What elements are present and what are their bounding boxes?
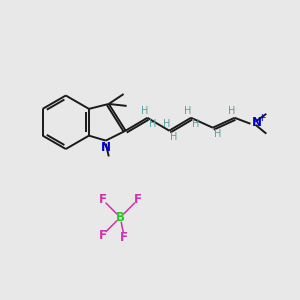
Text: H: H bbox=[170, 132, 178, 142]
Text: H: H bbox=[214, 129, 221, 139]
Text: H: H bbox=[184, 106, 192, 116]
Text: F: F bbox=[134, 193, 142, 206]
Text: H: H bbox=[228, 106, 235, 116]
Text: F: F bbox=[120, 231, 128, 244]
Text: H: H bbox=[192, 119, 200, 129]
Text: F: F bbox=[98, 229, 106, 242]
Text: N: N bbox=[101, 141, 111, 154]
Text: N: N bbox=[251, 116, 261, 129]
Text: H: H bbox=[141, 106, 148, 116]
Text: F: F bbox=[98, 193, 106, 206]
Text: +: + bbox=[258, 113, 267, 123]
Text: H: H bbox=[163, 119, 170, 129]
Text: H: H bbox=[149, 119, 156, 129]
Text: B: B bbox=[116, 211, 125, 224]
